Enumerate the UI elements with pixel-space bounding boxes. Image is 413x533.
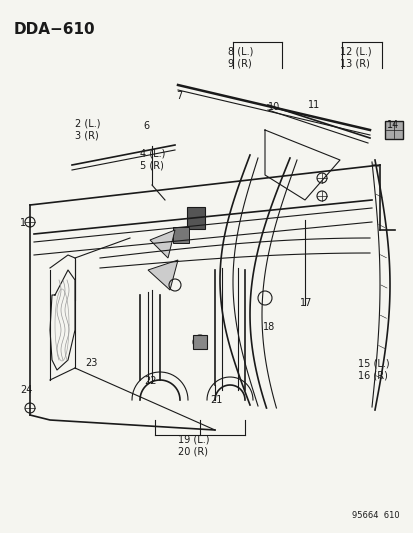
Text: 7: 7 <box>176 91 182 101</box>
Text: 1: 1 <box>20 218 26 228</box>
Text: 20 (R): 20 (R) <box>178 446 207 456</box>
Text: 4 (L.): 4 (L.) <box>140 148 165 158</box>
Text: 14: 14 <box>386 120 398 130</box>
Text: 16 (R): 16 (R) <box>357 370 387 380</box>
Text: 3 (R): 3 (R) <box>75 130 99 140</box>
Text: 17: 17 <box>299 298 312 308</box>
Text: 11: 11 <box>307 100 320 110</box>
Text: 15 (L.): 15 (L.) <box>357 358 389 368</box>
FancyBboxPatch shape <box>384 121 402 139</box>
Text: 22: 22 <box>144 376 156 386</box>
Text: 12 (L.): 12 (L.) <box>339 47 371 57</box>
Text: 18: 18 <box>262 322 275 332</box>
Text: 8 (L.): 8 (L.) <box>228 47 253 57</box>
Text: 23: 23 <box>85 358 97 368</box>
Text: 10: 10 <box>267 102 280 112</box>
FancyBboxPatch shape <box>173 227 189 243</box>
Text: 6: 6 <box>142 121 149 131</box>
Text: 95664  610: 95664 610 <box>351 511 399 520</box>
FancyBboxPatch shape <box>187 207 204 229</box>
FancyBboxPatch shape <box>192 335 206 349</box>
Polygon shape <box>147 260 178 290</box>
Text: 19 (L.): 19 (L.) <box>178 434 209 444</box>
Text: 24: 24 <box>20 385 32 395</box>
Text: 5 (R): 5 (R) <box>140 160 164 170</box>
Text: 13 (R): 13 (R) <box>339 59 369 69</box>
Text: DDA−610: DDA−610 <box>14 22 95 37</box>
Text: 2 (L.): 2 (L.) <box>75 118 100 128</box>
Polygon shape <box>150 230 175 258</box>
Text: 9 (R): 9 (R) <box>228 59 251 69</box>
Text: 21: 21 <box>209 395 222 405</box>
